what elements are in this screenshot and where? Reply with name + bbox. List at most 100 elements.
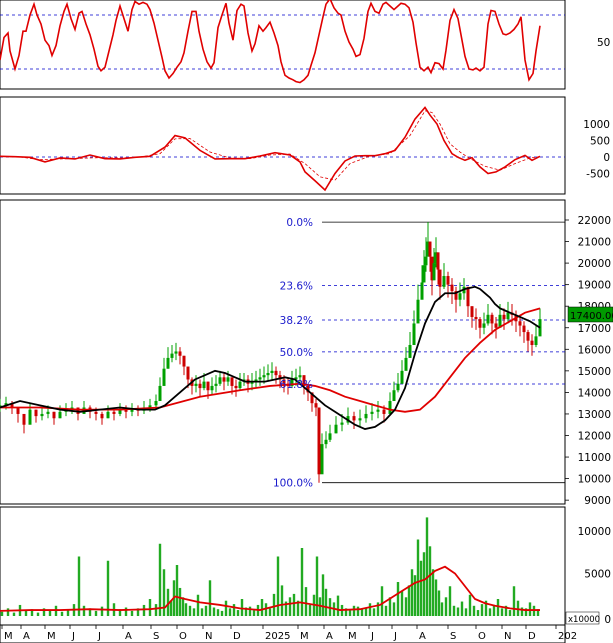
volume-bar (158, 543, 162, 616)
time-tick-label: M (4, 631, 13, 642)
volume-bar (130, 610, 134, 616)
volume-bar (304, 587, 308, 616)
volume-bar (315, 556, 319, 616)
price-tick-label: 15000 (578, 366, 611, 378)
candle-body (412, 323, 416, 345)
candle-body (428, 241, 432, 257)
candle-body (396, 383, 400, 391)
time-tick-label: D (233, 631, 241, 642)
volume-bar (500, 608, 504, 616)
volume-bar (496, 599, 500, 616)
macd-tick-label: -500 (586, 169, 610, 181)
volume-tick-label: 10000 (578, 526, 611, 538)
volume-bar (192, 608, 196, 616)
candle-body (106, 411, 110, 419)
volume-bar (166, 588, 170, 616)
volume-bar (444, 597, 448, 616)
price-tick-label: 19000 (578, 280, 611, 292)
candle-body (100, 413, 104, 419)
volume-bar (372, 608, 376, 616)
candle-body (148, 405, 152, 408)
macd-signal-line (0, 110, 541, 181)
volume-bar (452, 605, 456, 616)
candle-body (442, 276, 446, 287)
candle-body (34, 409, 38, 417)
volume-ma-line (0, 565, 540, 612)
candle-body (534, 336, 538, 345)
time-tick-label: N (205, 631, 212, 642)
candle-body (294, 377, 298, 380)
current-price-marker: 17400.00 (567, 306, 613, 323)
candle-body (174, 351, 178, 354)
candle-body (506, 312, 510, 320)
volume-bar (66, 610, 70, 616)
volume-bar (232, 604, 236, 616)
volume-bar (380, 586, 384, 616)
time-tick-label: M (348, 631, 357, 642)
volume-bar (24, 610, 28, 616)
volume-bar (136, 608, 140, 616)
time-tick-label: A (23, 631, 30, 642)
candle-body (482, 323, 486, 328)
volume-bar (392, 602, 396, 616)
volume-bar (60, 611, 64, 616)
volume-bar (384, 605, 388, 616)
fib-level-label: 61.8% (280, 379, 313, 391)
volume-bar (224, 600, 228, 616)
volume-bar (100, 606, 104, 616)
candle-body (4, 403, 8, 406)
candle-body (266, 373, 270, 376)
volume-bar (106, 560, 110, 616)
candle-body (306, 385, 310, 393)
candle-body (278, 375, 282, 380)
candle-body (16, 407, 20, 414)
candle-body (334, 424, 338, 434)
candle-body (214, 383, 218, 386)
time-tick-label: M (47, 631, 56, 642)
candle-body (154, 401, 158, 406)
time-tick-label: N (504, 631, 511, 642)
candle-body (478, 319, 482, 328)
candle-body (474, 316, 478, 320)
candle-body (317, 407, 321, 475)
volume-bar (344, 608, 348, 616)
volume-bar (88, 608, 92, 616)
volume-unit-box: x10000 (565, 611, 600, 625)
candle-body (158, 385, 162, 402)
candle-body (416, 299, 420, 324)
volume-bar (348, 609, 352, 616)
fib-level-label: 50.0% (280, 347, 313, 359)
candle-body (166, 357, 170, 369)
volume-bar (148, 599, 152, 616)
macd-panel (0, 96, 566, 195)
volume-bar (321, 574, 325, 616)
time-tick-label: A (326, 631, 333, 642)
volume-bar (220, 610, 224, 616)
volume-bar (419, 560, 423, 616)
candle-body (400, 370, 404, 384)
candle-body (420, 282, 424, 300)
candle-body (424, 256, 428, 266)
fib-level-label: 23.6% (280, 281, 313, 293)
time-tick-label: 202 (558, 631, 577, 642)
volume-bar (468, 594, 472, 616)
volume-bar (376, 602, 380, 616)
candle-body (10, 403, 14, 408)
volume-bar (410, 569, 414, 616)
time-tick-label: 2025 (265, 631, 290, 642)
candle-body (298, 375, 302, 378)
volume-bar (175, 565, 179, 616)
candle-body (450, 284, 454, 292)
candle-body (178, 351, 182, 356)
volume-bar (12, 612, 16, 616)
volume-bar (208, 580, 212, 616)
volume-bar (228, 608, 232, 616)
candle-body (426, 241, 430, 257)
candle-body (130, 409, 134, 412)
volume-bar (0, 611, 4, 616)
fib-level-label: 38.2% (280, 315, 313, 327)
volume-bar (356, 606, 360, 616)
volume-bar (352, 605, 356, 616)
candle-body (404, 357, 408, 371)
candle-body (0, 405, 2, 407)
